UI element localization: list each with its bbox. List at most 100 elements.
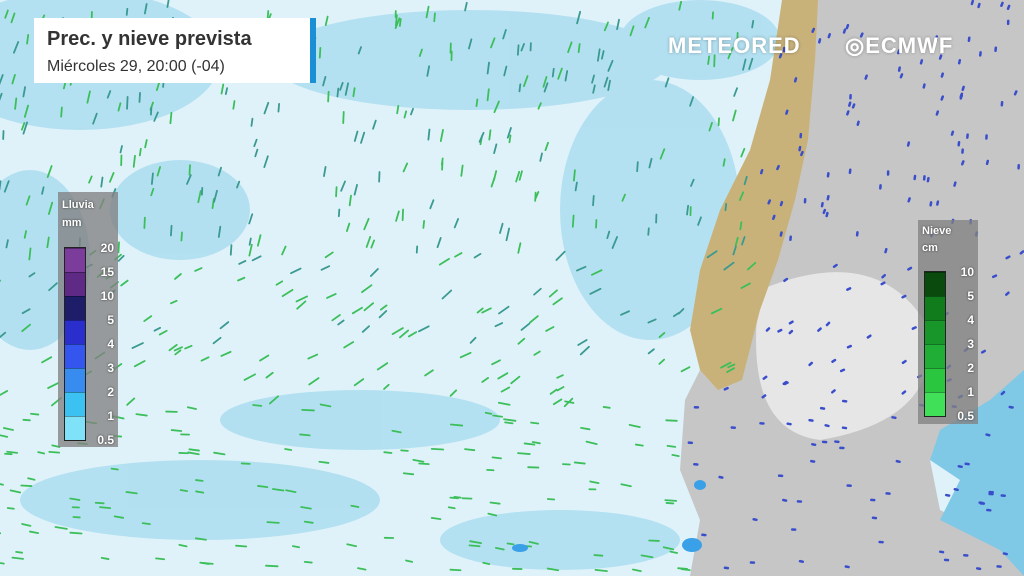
rain-streak — [577, 339, 588, 346]
rain-streak — [266, 521, 280, 524]
rain-streak — [168, 343, 178, 352]
rain-streak — [938, 54, 943, 60]
rain-streak — [284, 448, 293, 451]
rain-streak — [100, 556, 110, 560]
rain-streak — [616, 18, 620, 31]
rain-streak — [391, 327, 404, 336]
rain-streak — [141, 522, 151, 526]
rain-streak — [936, 200, 940, 206]
rain-streak — [323, 166, 327, 177]
rain_legend-swatch — [65, 248, 85, 272]
rain-streak — [778, 53, 783, 59]
rain-streak — [125, 7, 129, 16]
rain-streak — [200, 356, 210, 362]
rain-streak — [281, 245, 287, 256]
meteored-logo: METEORED — [668, 33, 801, 58]
rain-streak — [484, 411, 493, 415]
rain-streak — [706, 250, 718, 259]
rain-streak — [901, 390, 907, 395]
rain-streak — [1013, 90, 1018, 96]
rain-streak — [135, 413, 148, 417]
rain-streak — [722, 158, 726, 167]
rain-streak — [1004, 291, 1010, 296]
rain-streak — [606, 230, 611, 240]
rain-streak — [405, 559, 414, 563]
snow-legend-unit: cm — [922, 242, 938, 254]
rain-streak — [779, 200, 784, 207]
rain-streak — [187, 451, 200, 456]
rain-streak — [811, 443, 817, 447]
rain-streak — [985, 433, 991, 437]
rain-streak — [611, 236, 619, 249]
rain-streak — [636, 161, 639, 173]
rain-streak — [251, 255, 262, 262]
rain-streak — [556, 386, 565, 392]
rain-streak — [143, 315, 153, 322]
cloud-over-land — [756, 272, 931, 440]
rain_legend-swatch — [65, 416, 85, 440]
rain-streak — [680, 568, 691, 572]
rain-streak — [740, 282, 751, 289]
rain-streak — [37, 451, 46, 455]
rain-streak — [552, 398, 563, 406]
rain-streak — [425, 5, 430, 19]
rain-streak — [602, 406, 611, 409]
rain-streak — [299, 433, 311, 437]
rain-streak — [391, 429, 402, 434]
rain-streak — [307, 353, 319, 360]
rain-streak — [131, 342, 144, 349]
rain-streak — [767, 199, 772, 205]
rain-streak — [492, 414, 503, 418]
snow_legend-label: 0.5 — [957, 409, 974, 423]
rain-streak — [29, 530, 40, 535]
rain-streak — [184, 344, 193, 350]
rain_legend-label: 10 — [100, 289, 114, 303]
rain-streak — [69, 497, 81, 501]
rain-streak — [427, 128, 431, 141]
rain-streak — [503, 418, 517, 422]
rain_legend-label: 4 — [107, 337, 114, 351]
rain-streak — [265, 564, 279, 568]
rain-streak — [953, 487, 959, 492]
rain-streak — [727, 47, 734, 60]
rain-streak — [94, 501, 105, 505]
rain-streak — [303, 560, 313, 564]
rain-streak — [567, 41, 573, 54]
snow_legend-swatch — [925, 368, 945, 392]
rain-streak — [259, 354, 270, 362]
rain-streak — [499, 222, 504, 234]
rain-streak — [219, 321, 230, 330]
snow-legend: Nieve cm 10 5 4 3 2 1 0.5 — [918, 220, 978, 424]
rain-streak — [911, 326, 917, 330]
rain-streak — [491, 359, 501, 366]
rain-streak — [248, 243, 253, 257]
rain-streak — [48, 282, 58, 292]
rain-streak — [543, 82, 549, 93]
rain_legend-swatch — [65, 368, 85, 392]
rain-streak — [628, 423, 641, 429]
rain-streak — [48, 450, 61, 454]
rain-streak — [0, 434, 9, 438]
rain-streak — [438, 257, 450, 266]
rain-streak — [27, 477, 36, 481]
rain-streak — [473, 253, 482, 259]
snow_legend-label: 10 — [960, 265, 974, 279]
rain_legend-label: 1 — [107, 409, 114, 423]
rain-streak — [248, 213, 254, 225]
rain-streak — [603, 76, 609, 88]
rain-streak — [489, 501, 501, 505]
rain-streak — [481, 307, 492, 314]
rain_legend-label: 2 — [107, 385, 114, 399]
rain-streak — [845, 23, 850, 30]
rain-streak — [842, 28, 847, 34]
rain-streak — [54, 526, 68, 530]
rain-streak — [732, 109, 737, 122]
rain-streak — [169, 111, 173, 125]
rain-streak — [747, 261, 757, 271]
rain-streak — [308, 377, 320, 386]
rain-streak — [498, 305, 510, 315]
rain-streak — [574, 181, 578, 192]
rain-streak — [738, 191, 745, 201]
rain-streak — [552, 297, 563, 306]
